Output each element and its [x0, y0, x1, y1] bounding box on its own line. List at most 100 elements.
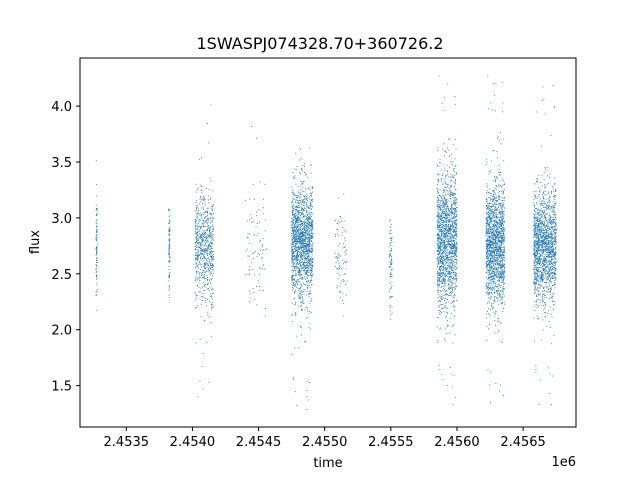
data-point	[389, 276, 391, 278]
data-point	[195, 255, 197, 256]
data-point	[298, 221, 300, 223]
data-point	[293, 266, 295, 268]
data-point	[294, 257, 295, 259]
data-point	[198, 238, 200, 240]
data-point	[452, 202, 454, 204]
data-point	[296, 405, 298, 407]
data-point	[95, 264, 97, 266]
data-point	[311, 265, 313, 267]
data-point	[293, 234, 295, 236]
data-point	[307, 217, 309, 219]
data-point	[200, 215, 202, 216]
data-point	[297, 257, 299, 259]
data-point	[197, 254, 199, 256]
data-point	[502, 223, 504, 225]
data-point	[488, 274, 490, 275]
data-point	[196, 246, 198, 248]
data-point	[300, 235, 302, 237]
data-point	[306, 231, 308, 233]
data-point	[308, 249, 310, 251]
data-point	[451, 266, 453, 268]
data-point	[169, 259, 171, 261]
data-point	[444, 221, 446, 223]
data-point	[292, 235, 294, 237]
data-point	[211, 247, 212, 249]
data-point	[439, 195, 441, 196]
data-point	[304, 248, 306, 250]
data-point	[391, 248, 392, 250]
data-point	[200, 196, 201, 197]
data-point	[297, 216, 299, 218]
data-point	[437, 244, 439, 246]
data-point	[303, 243, 305, 245]
data-point	[312, 262, 314, 264]
data-point	[493, 198, 495, 200]
data-point	[494, 176, 496, 177]
data-point	[212, 267, 214, 268]
data-point	[201, 275, 202, 277]
data-point	[437, 215, 439, 217]
data-point	[300, 173, 302, 175]
data-point	[211, 302, 213, 303]
data-point	[299, 298, 301, 300]
data-point	[488, 205, 490, 207]
data-point	[489, 220, 491, 222]
data-point	[390, 261, 391, 263]
data-point	[302, 255, 304, 257]
data-point	[196, 295, 198, 297]
data-point	[446, 233, 447, 235]
data-point	[500, 263, 502, 265]
data-point	[308, 243, 310, 245]
data-point	[296, 214, 298, 216]
data-point	[446, 307, 448, 309]
data-point	[438, 280, 440, 281]
data-point	[437, 247, 439, 249]
data-point	[205, 239, 207, 241]
data-point	[249, 269, 251, 271]
data-point	[444, 216, 446, 218]
data-point	[306, 225, 308, 227]
data-point	[302, 278, 304, 280]
data-point	[203, 267, 205, 269]
data-point	[299, 246, 301, 248]
data-point	[441, 249, 443, 251]
data-point	[454, 245, 456, 247]
data-point	[296, 238, 298, 240]
data-point	[489, 221, 491, 223]
data-point	[169, 229, 171, 231]
data-point	[301, 236, 303, 237]
data-point	[312, 226, 314, 228]
data-point	[207, 220, 209, 222]
data-point	[452, 161, 454, 163]
data-point	[451, 223, 453, 225]
data-point	[491, 240, 493, 242]
data-point	[438, 284, 440, 286]
data-point	[307, 224, 309, 225]
data-point	[95, 268, 97, 270]
data-point	[443, 230, 445, 232]
data-point	[487, 263, 489, 265]
data-point	[296, 238, 298, 240]
data-point	[168, 261, 170, 263]
data-point	[389, 237, 391, 239]
data-point	[440, 214, 442, 216]
data-point	[304, 269, 306, 271]
data-point	[293, 258, 295, 260]
data-point	[450, 212, 452, 214]
data-point	[212, 236, 214, 238]
data-point	[443, 155, 445, 157]
data-point	[491, 232, 492, 234]
data-point	[310, 278, 312, 280]
data-point	[204, 271, 206, 273]
data-point	[444, 218, 446, 220]
data-point	[441, 279, 443, 280]
data-point	[451, 164, 453, 166]
data-point	[451, 228, 453, 230]
data-point	[450, 161, 452, 162]
data-point	[256, 285, 257, 287]
data-point	[212, 265, 214, 267]
data-point	[489, 324, 490, 326]
data-point	[296, 282, 298, 284]
data-point	[444, 244, 446, 246]
data-point	[198, 246, 199, 248]
